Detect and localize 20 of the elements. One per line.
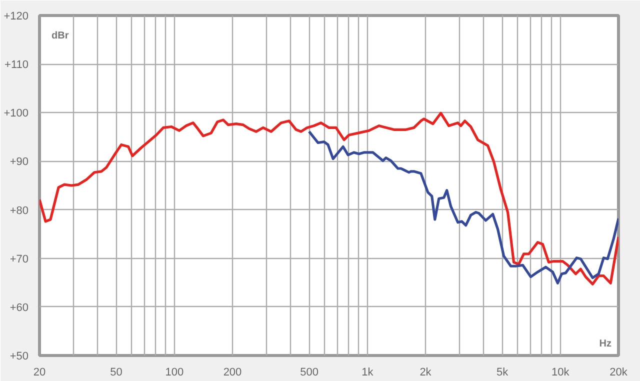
x-tick-label: 5k bbox=[496, 366, 509, 378]
x-tick-label: 50 bbox=[110, 366, 122, 378]
x-tick-label: 200 bbox=[223, 366, 242, 378]
x-axis-title: Hz bbox=[599, 338, 612, 350]
y-tick-label: +100 bbox=[4, 108, 29, 120]
x-tick-label: 2k bbox=[420, 366, 432, 378]
y-axis-title: dBr bbox=[52, 30, 69, 42]
x-tick-label: 500 bbox=[300, 366, 318, 378]
y-tick-label: +110 bbox=[4, 59, 29, 72]
y-tick-label: +80 bbox=[10, 204, 29, 217]
y-tick-label: +120 bbox=[4, 10, 29, 22]
x-tick-label: 100 bbox=[165, 366, 184, 378]
x-tick-label: 20 bbox=[33, 366, 46, 378]
x-tick-label: 20k bbox=[610, 366, 628, 378]
x-tick-label: 1k bbox=[362, 366, 374, 378]
x-tick-label: 10k bbox=[552, 366, 570, 378]
y-tick-label: +70 bbox=[10, 253, 29, 266]
y-tick-label: +90 bbox=[10, 156, 29, 168]
y-tick-label: +60 bbox=[10, 302, 29, 314]
y-tick-label: +50 bbox=[10, 350, 29, 362]
